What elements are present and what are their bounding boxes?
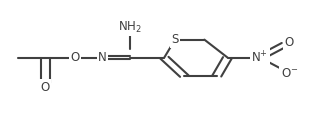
Text: O$^{-}$: O$^{-}$	[281, 66, 298, 80]
Text: O: O	[285, 36, 294, 49]
Text: N$^{+}$: N$^{+}$	[251, 50, 268, 65]
Text: O: O	[41, 81, 50, 94]
Text: N: N	[98, 51, 107, 64]
Text: NH$_2$: NH$_2$	[118, 20, 142, 35]
Text: O: O	[70, 51, 79, 64]
Text: S: S	[171, 33, 179, 46]
